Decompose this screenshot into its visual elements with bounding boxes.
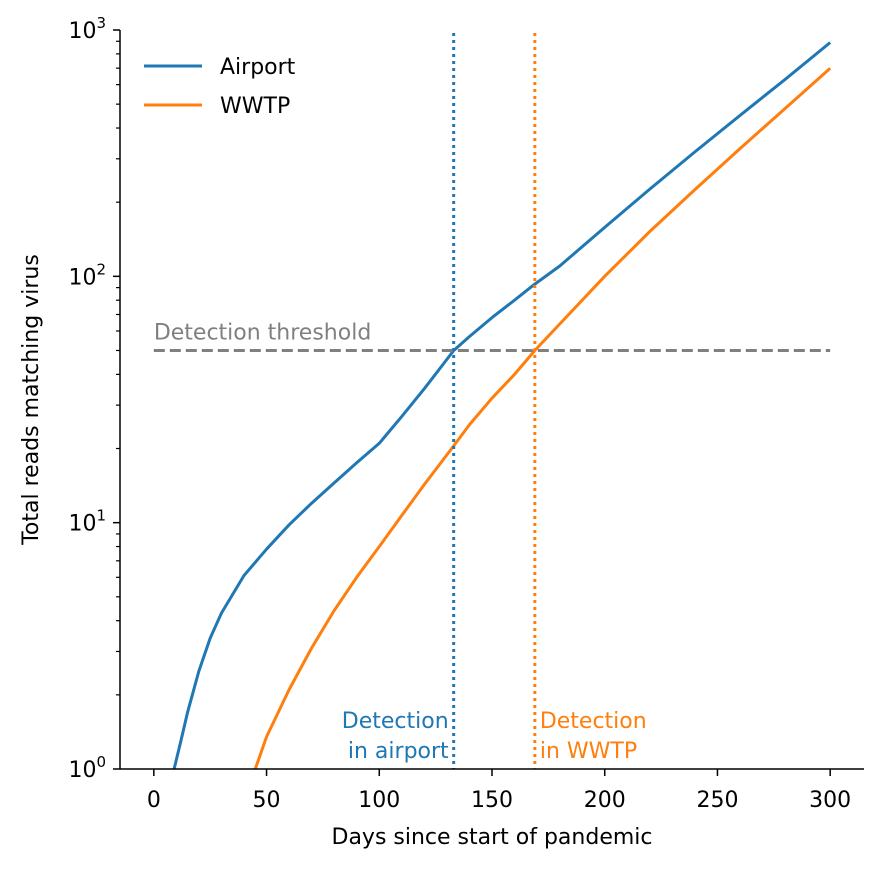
x-tick-label: 50 <box>253 788 281 813</box>
y-tick-label: 101 <box>68 507 106 537</box>
y-tick-label: 100 <box>68 753 106 783</box>
detection-wwtp-label-line2: in WWTP <box>540 739 637 764</box>
legend: Airport WWTP <box>144 55 296 119</box>
y-tick-label: 102 <box>68 260 106 290</box>
x-tick-label: 100 <box>358 788 400 813</box>
detection-airport-label-line2: in airport <box>348 739 449 764</box>
y-tick-label: 103 <box>68 14 106 44</box>
series-line-wwtp <box>253 67 832 770</box>
x-tick-label: 250 <box>696 788 738 813</box>
plot-lines <box>153 33 832 770</box>
x-tick-label: 0 <box>147 788 161 813</box>
legend-label-wwtp: WWTP <box>220 94 290 119</box>
x-axis-title: Days since start of pandemic <box>332 825 653 850</box>
legend-label-airport: Airport <box>220 55 296 80</box>
x-tick-label: 150 <box>471 788 513 813</box>
threshold-label: Detection threshold <box>154 320 371 345</box>
detection-airport-label-line1: Detection <box>342 709 449 734</box>
axes: 0 50 100 150 200 250 300 100 101 102 103 <box>68 14 864 813</box>
y-axis-title: Total reads matching virus <box>19 254 44 546</box>
x-tick-label: 300 <box>809 788 851 813</box>
x-tick-label: 200 <box>584 788 626 813</box>
detection-wwtp-label-line1: Detection <box>540 709 647 734</box>
series-line-airport <box>172 41 832 770</box>
annotations: Detection threshold Detection in airport… <box>154 320 647 764</box>
